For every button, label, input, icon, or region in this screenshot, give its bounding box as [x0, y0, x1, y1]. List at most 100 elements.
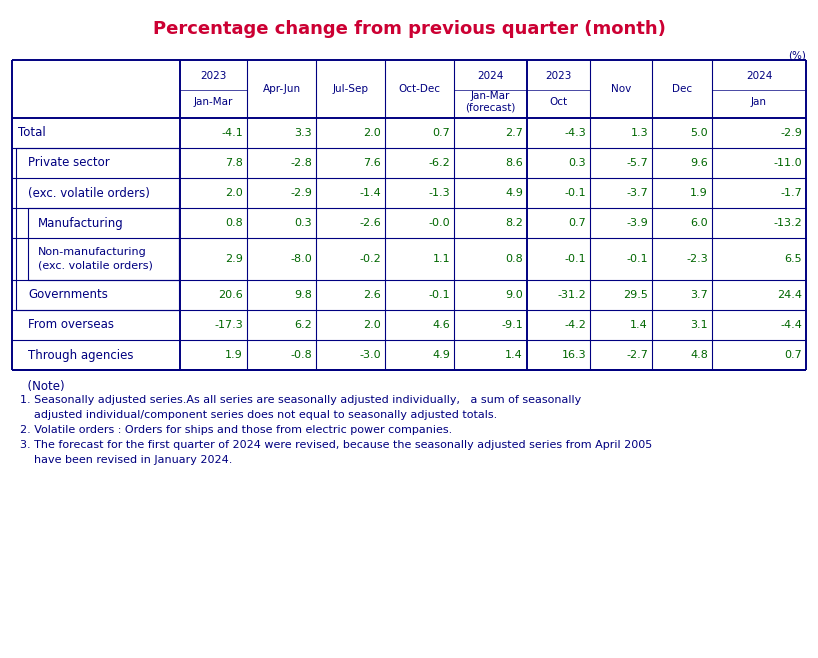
Text: 2023: 2023 [546, 71, 572, 81]
Text: 0.7: 0.7 [784, 350, 802, 360]
Text: -0.1: -0.1 [564, 254, 586, 264]
Text: 24.4: 24.4 [777, 290, 802, 300]
Text: Oct-Dec: Oct-Dec [398, 84, 441, 94]
Text: 9.0: 9.0 [506, 290, 523, 300]
Text: -5.7: -5.7 [627, 158, 648, 168]
Text: -17.3: -17.3 [214, 320, 243, 330]
Text: 2.6: 2.6 [363, 290, 381, 300]
Text: 1.9: 1.9 [690, 188, 708, 198]
Text: Dec: Dec [672, 84, 692, 94]
Text: 0.3: 0.3 [294, 218, 312, 228]
Text: 5.0: 5.0 [690, 128, 708, 138]
Text: Percentage change from previous quarter (month): Percentage change from previous quarter … [153, 20, 665, 38]
Text: -13.2: -13.2 [773, 218, 802, 228]
Text: 2.9: 2.9 [225, 254, 243, 264]
Text: 0.8: 0.8 [506, 254, 523, 264]
Text: -1.4: -1.4 [359, 188, 381, 198]
Text: Oct: Oct [550, 97, 568, 107]
Text: 4.9: 4.9 [432, 350, 450, 360]
Text: 2.0: 2.0 [363, 320, 381, 330]
Text: 7.8: 7.8 [225, 158, 243, 168]
Text: Jan-Mar: Jan-Mar [194, 97, 233, 107]
Text: -31.2: -31.2 [557, 290, 586, 300]
Text: 1.3: 1.3 [631, 128, 648, 138]
Text: -2.7: -2.7 [626, 350, 648, 360]
Text: -3.7: -3.7 [627, 188, 648, 198]
Text: 2023: 2023 [200, 71, 227, 81]
Text: 6.0: 6.0 [690, 218, 708, 228]
Text: 1.1: 1.1 [433, 254, 450, 264]
Text: -4.1: -4.1 [221, 128, 243, 138]
Text: 16.3: 16.3 [561, 350, 586, 360]
Text: 1.4: 1.4 [630, 320, 648, 330]
Text: 3.1: 3.1 [690, 320, 708, 330]
Text: 8.2: 8.2 [506, 218, 523, 228]
Bar [16, 148, 179, 310]
Text: -3.9: -3.9 [627, 218, 648, 228]
Text: 0.7: 0.7 [432, 128, 450, 138]
Text: Jan-Mar
(forecast): Jan-Mar (forecast) [465, 91, 515, 113]
Text: 3. The forecast for the first quarter of 2024 were revised, because the seasonal: 3. The forecast for the first quarter of… [20, 440, 652, 450]
Text: -0.1: -0.1 [429, 290, 450, 300]
Text: -6.2: -6.2 [429, 158, 450, 168]
Text: 0.7: 0.7 [569, 218, 586, 228]
Text: 2024: 2024 [746, 71, 772, 81]
Text: -1.7: -1.7 [780, 188, 802, 198]
Text: -0.8: -0.8 [290, 350, 312, 360]
Text: -4.2: -4.2 [564, 320, 586, 330]
Text: 29.5: 29.5 [623, 290, 648, 300]
Text: 4.6: 4.6 [432, 320, 450, 330]
Text: -2.3: -2.3 [686, 254, 708, 264]
Text: Through agencies: Through agencies [28, 349, 133, 361]
Text: -9.1: -9.1 [501, 320, 523, 330]
Text: -2.8: -2.8 [290, 158, 312, 168]
Text: 8.6: 8.6 [506, 158, 523, 168]
Text: -0.1: -0.1 [627, 254, 648, 264]
Text: Manufacturing: Manufacturing [38, 216, 124, 230]
Text: (exc. volatile orders): (exc. volatile orders) [28, 186, 150, 199]
Text: 6.5: 6.5 [784, 254, 802, 264]
Text: 3.7: 3.7 [690, 290, 708, 300]
Text: Total: Total [18, 126, 46, 139]
Text: 2.0: 2.0 [225, 188, 243, 198]
Text: From overseas: From overseas [28, 318, 114, 332]
Text: 2. Volatile orders : Orders for ships and those from electric power companies.: 2. Volatile orders : Orders for ships an… [20, 425, 452, 435]
Text: Non-manufacturing: Non-manufacturing [38, 247, 146, 257]
Text: 2024: 2024 [478, 71, 504, 81]
Text: -0.1: -0.1 [564, 188, 586, 198]
Text: Jul-Sep: Jul-Sep [332, 84, 368, 94]
Text: 0.8: 0.8 [225, 218, 243, 228]
Text: 1. Seasonally adjusted series.As all series are seasonally adjusted individually: 1. Seasonally adjusted series.As all ser… [20, 395, 582, 405]
Text: adjusted individual/component series does not equal to seasonally adjusted total: adjusted individual/component series doe… [20, 410, 497, 420]
Text: (Note): (Note) [20, 380, 65, 393]
Text: Nov: Nov [611, 84, 631, 94]
Bar [28, 208, 179, 280]
Text: -2.6: -2.6 [359, 218, 381, 228]
Text: -2.9: -2.9 [290, 188, 312, 198]
Text: 3.3: 3.3 [294, 128, 312, 138]
Text: 7.6: 7.6 [363, 158, 381, 168]
Text: 20.6: 20.6 [218, 290, 243, 300]
Text: -3.0: -3.0 [359, 350, 381, 360]
Text: 1.9: 1.9 [225, 350, 243, 360]
Text: have been revised in January 2024.: have been revised in January 2024. [20, 455, 232, 465]
Text: -1.3: -1.3 [429, 188, 450, 198]
Text: 2.7: 2.7 [506, 128, 523, 138]
Text: 9.8: 9.8 [294, 290, 312, 300]
Text: 9.6: 9.6 [690, 158, 708, 168]
Text: 4.8: 4.8 [690, 350, 708, 360]
Text: -4.4: -4.4 [780, 320, 802, 330]
Text: -0.0: -0.0 [429, 218, 450, 228]
Text: (exc. volatile orders): (exc. volatile orders) [38, 261, 153, 271]
Text: 6.2: 6.2 [294, 320, 312, 330]
Text: -8.0: -8.0 [290, 254, 312, 264]
Text: 2.0: 2.0 [363, 128, 381, 138]
Text: Governments: Governments [28, 288, 108, 301]
Text: -11.0: -11.0 [773, 158, 802, 168]
Text: 1.4: 1.4 [506, 350, 523, 360]
Text: Jan: Jan [751, 97, 767, 107]
Text: -0.2: -0.2 [359, 254, 381, 264]
Text: 4.9: 4.9 [506, 188, 523, 198]
Text: -4.3: -4.3 [564, 128, 586, 138]
Text: -2.9: -2.9 [780, 128, 802, 138]
